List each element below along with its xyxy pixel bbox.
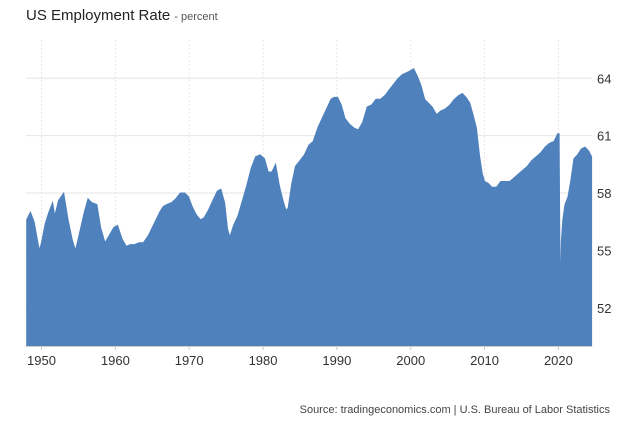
x-tick-label: 2000 — [396, 353, 425, 368]
x-tick-label: 1990 — [322, 353, 351, 368]
x-tick-label: 1950 — [27, 353, 56, 368]
chart-subtitle: - percent — [174, 11, 218, 23]
y-axis: 52 55 58 61 64 — [597, 71, 611, 316]
x-tick-label: 2010 — [470, 353, 499, 368]
x-tick-label: 1970 — [175, 353, 204, 368]
x-axis: 1950 1960 1970 1980 1990 2000 2010 2020 — [27, 346, 573, 368]
source-credit: Source: tradingeconomics.com | U.S. Bure… — [299, 404, 610, 416]
y-tick-label: 58 — [597, 186, 611, 201]
x-tick-label: 1980 — [249, 353, 278, 368]
chart-title-text: US Employment Rate — [26, 7, 171, 24]
x-tick-label: 2020 — [544, 353, 573, 368]
y-tick-label: 52 — [597, 301, 611, 316]
x-tick-label: 1960 — [101, 353, 130, 368]
y-tick-label: 61 — [597, 129, 611, 144]
y-tick-label: 55 — [597, 243, 611, 258]
employment-rate-area — [26, 67, 593, 347]
y-tick-label: 64 — [597, 71, 611, 86]
chart-title: US Employment Rate - percent — [26, 7, 218, 25]
